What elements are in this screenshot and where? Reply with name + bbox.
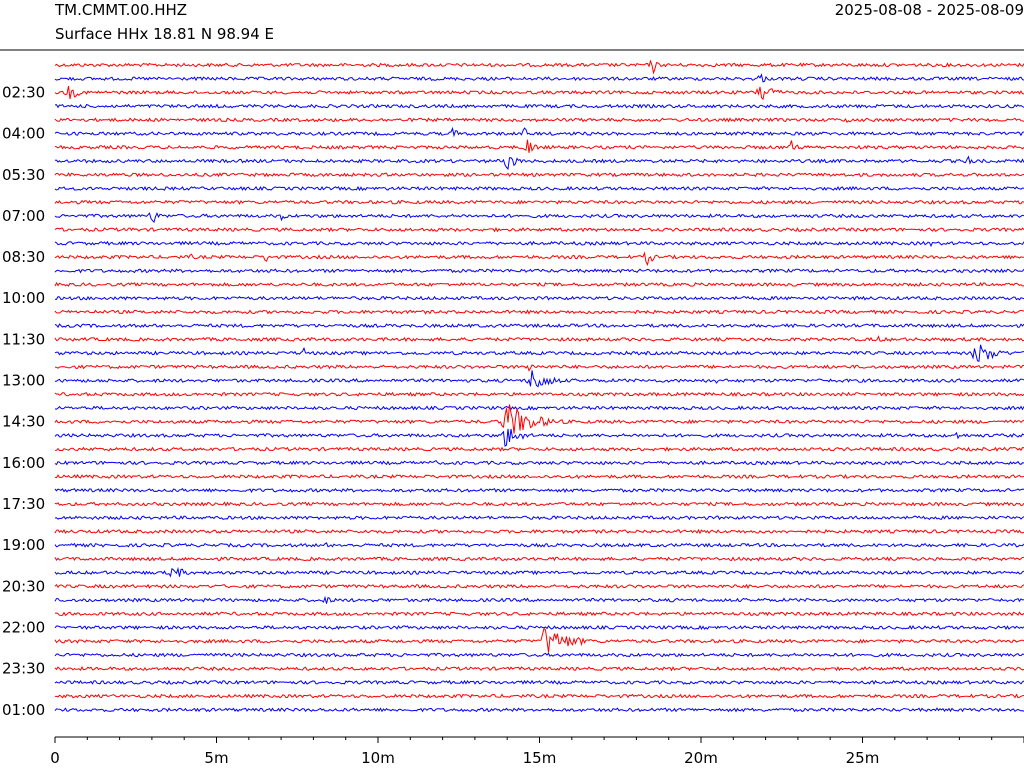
seismic-trace-27 (54, 428, 1024, 447)
y-tick-label: 11:30 (2, 330, 45, 348)
seismic-trace-33 (54, 515, 1024, 521)
x-tick-label: 0 (50, 749, 60, 767)
seismic-trace-1 (54, 73, 1024, 83)
seismic-trace-40 (54, 611, 1024, 617)
y-tick-label: 16:00 (2, 454, 45, 472)
seismic-trace-6 (54, 139, 1024, 153)
y-tick-label: 08:30 (2, 248, 45, 266)
seismic-trace-44 (54, 666, 1024, 672)
seismic-trace-38 (54, 583, 1024, 589)
seismic-trace-12 (54, 226, 1024, 233)
x-tick-label: 10m (361, 749, 395, 767)
seismic-trace-25 (54, 405, 1024, 411)
seismic-trace-31 (54, 487, 1024, 493)
y-tick-label: 14:30 (2, 413, 45, 431)
y-tick-label: 19:00 (2, 536, 45, 554)
seismic-trace-18 (54, 309, 1024, 315)
y-tick-label: 17:30 (2, 495, 45, 513)
seismic-trace-0 (54, 59, 1024, 75)
seismic-trace-21 (54, 344, 1024, 362)
x-tick-label: 20m (684, 749, 718, 767)
x-tick-label: 25m (846, 749, 880, 767)
y-tick-label: 22:00 (2, 619, 45, 637)
seismic-trace-13 (54, 240, 1024, 248)
seismic-trace-41 (54, 624, 1024, 631)
seismic-trace-11 (54, 212, 1024, 224)
seismic-trace-9 (54, 185, 1024, 192)
seismic-trace-47 (54, 707, 1024, 713)
seismic-trace-16 (54, 281, 1024, 287)
seismic-trace-29 (54, 459, 1024, 466)
seismic-trace-43 (54, 652, 1024, 658)
seismic-trace-32 (54, 501, 1024, 507)
station-code: TM.CMMT.00.HHZ (55, 1, 188, 19)
seismic-trace-14 (54, 251, 1024, 267)
y-axis: 02:30 04:00 05:30 07:00 08:30 10:00 11:30 13:00… (2, 83, 45, 718)
seismic-trace-39 (54, 595, 1024, 604)
seismic-trace-42 (54, 627, 1024, 653)
seismic-trace-2 (54, 86, 1024, 101)
date-range: 2025-08-08 - 2025-08-09 (834, 1, 1024, 19)
seismic-trace-34 (54, 528, 1024, 535)
seismic-trace-26 (54, 404, 1024, 434)
seismic-trace-36 (54, 556, 1024, 562)
x-axis: 0 5m 10m 15m 20m 25m (50, 737, 1024, 767)
y-tick-label: 13:00 (2, 372, 45, 390)
seismic-trace-10 (54, 199, 1024, 205)
seismic-trace-22 (54, 364, 1024, 372)
seismic-trace-37 (54, 566, 1024, 578)
trace-group (54, 59, 1024, 713)
seismic-trace-17 (54, 295, 1024, 301)
seismic-trace-19 (54, 323, 1024, 329)
seismic-trace-24 (54, 391, 1024, 397)
seismic-trace-35 (54, 542, 1024, 548)
x-tick-label: 5m (204, 749, 228, 767)
seismic-trace-7 (54, 155, 1024, 170)
y-tick-label: 07:00 (2, 207, 45, 225)
seismic-trace-4 (54, 117, 1024, 124)
seismic-trace-23 (55, 370, 1024, 388)
seismic-trace-30 (54, 473, 1024, 480)
y-tick-label: 10:00 (2, 289, 45, 307)
seismic-trace-15 (54, 268, 1024, 274)
seismic-trace-20 (54, 335, 1024, 343)
seismic-trace-3 (54, 103, 1024, 109)
y-tick-label: 23:30 (2, 660, 45, 678)
seismic-trace-28 (54, 446, 1024, 452)
y-tick-label: 02:30 (2, 83, 45, 101)
seismic-trace-45 (54, 679, 1024, 685)
y-tick-label: 05:30 (2, 166, 45, 184)
seismic-trace-8 (54, 172, 1024, 178)
y-tick-label: 20:30 (2, 577, 45, 595)
seismic-trace-5 (54, 126, 1024, 138)
y-tick-label: 04:00 (2, 125, 45, 143)
seismic-trace-46 (55, 693, 1024, 699)
x-tick-label: 15m (523, 749, 557, 767)
location-label: Surface HHx 18.81 N 98.94 E (55, 25, 275, 43)
y-tick-label: 01:00 (2, 701, 45, 719)
